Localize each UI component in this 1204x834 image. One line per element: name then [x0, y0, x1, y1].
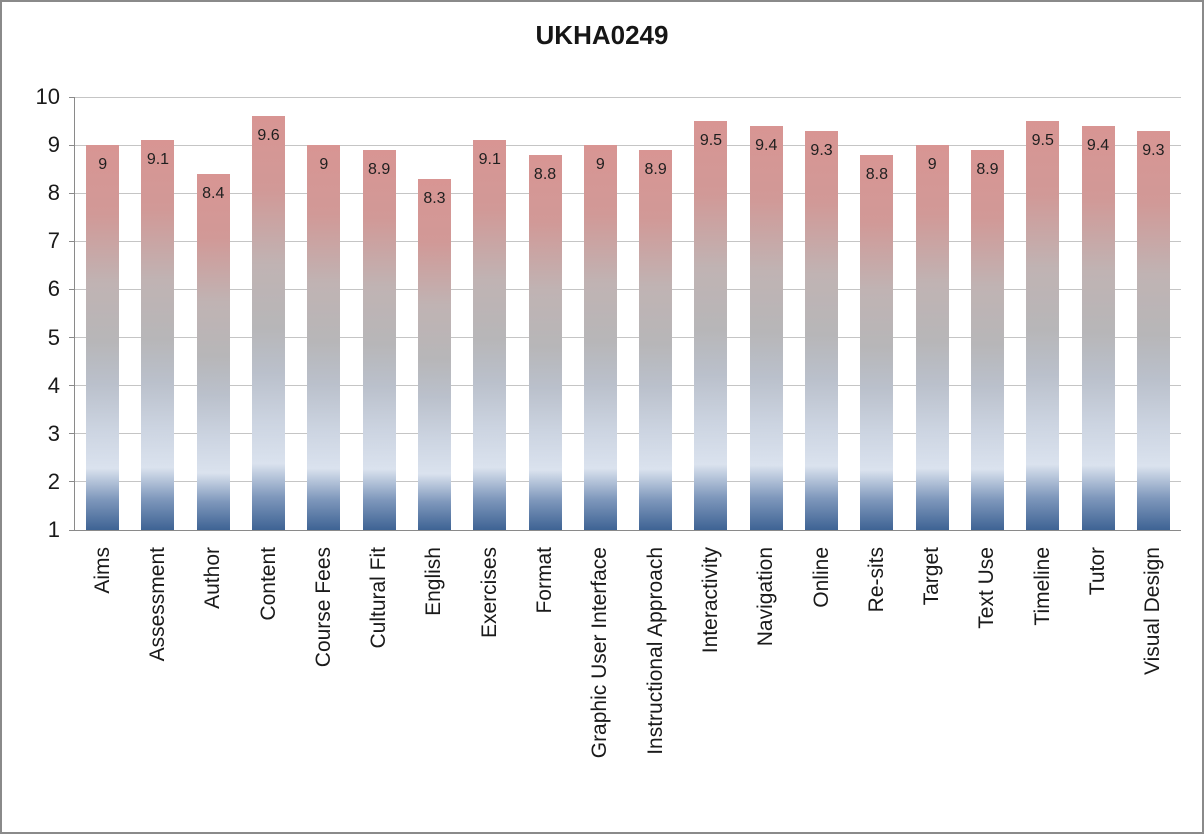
- y-axis-tick-2: [69, 481, 75, 483]
- bar-value-label-content: 9.6: [257, 127, 280, 145]
- category-label-interactivity: Interactivity: [698, 547, 722, 654]
- category-label-content: Content: [256, 547, 280, 621]
- y-axis-label-5: 5: [47, 324, 60, 350]
- y-axis-label-3: 3: [47, 420, 60, 446]
- bar-cultural-fit: [362, 149, 396, 530]
- bar-value-label-instructional-approach: 8.9: [644, 160, 667, 178]
- gridline-8: [75, 192, 1181, 194]
- bar-content: [252, 116, 286, 530]
- category-label-target: Target: [920, 547, 944, 606]
- y-axis-label-8: 8: [47, 180, 60, 206]
- y-axis-label-7: 7: [47, 228, 60, 254]
- bar-value-label-target: 9: [927, 156, 937, 174]
- bar-value-label-tutor: 9.4: [1086, 136, 1110, 154]
- y-axis-tick-7: [69, 240, 75, 242]
- y-axis-tick-1: [69, 529, 75, 531]
- category-label-tutor: Tutor: [1086, 547, 1110, 596]
- bar-exercises: [473, 140, 507, 530]
- y-axis-line: [73, 97, 75, 531]
- bar-re-sits: [860, 154, 894, 530]
- bar-format: [528, 154, 562, 530]
- gridline-3: [75, 433, 1181, 435]
- chart-title: UKHA0249: [535, 20, 669, 50]
- category-label-assessment: Assessment: [145, 547, 169, 662]
- y-axis-label-6: 6: [47, 276, 60, 302]
- y-axis-label-4: 4: [47, 372, 60, 398]
- bar-value-label-interactivity: 9.5: [699, 132, 723, 150]
- category-label-timeline: Timeline: [1030, 547, 1054, 626]
- y-axis-tick-8: [69, 192, 75, 194]
- bar-value-label-navigation: 9.4: [755, 136, 778, 154]
- category-label-instructional-approach: Instructional Approach: [643, 547, 667, 755]
- bar-instructional-approach: [639, 149, 673, 530]
- y-axis-label-2: 2: [47, 468, 60, 494]
- bar-text-use: [970, 149, 1004, 530]
- x-axis-line: [73, 529, 1181, 531]
- gridline-7: [75, 240, 1181, 242]
- bar-value-label-text-use: 8.9: [976, 160, 999, 178]
- category-label-re-sits: Re-sits: [864, 547, 888, 613]
- y-axis-label-1: 1: [47, 517, 60, 542]
- y-axis-label-10: 10: [35, 84, 60, 109]
- bar-assessment: [141, 140, 175, 530]
- bar-value-label-course-fees: 9: [319, 156, 329, 174]
- bar-value-label-visual-design: 9.3: [1142, 141, 1165, 159]
- gridline-6: [75, 288, 1181, 290]
- bar-value-label-graphic-user-interface: 9: [595, 156, 605, 174]
- bar-course-fees: [307, 145, 341, 530]
- bar-author: [196, 173, 230, 530]
- bar-value-label-cultural-fit: 8.9: [368, 160, 391, 178]
- category-label-navigation: Navigation: [754, 547, 778, 647]
- gridline-2: [75, 481, 1181, 483]
- bar-visual-design: [1136, 130, 1170, 530]
- y-axis-tick-10: [69, 96, 75, 98]
- bar-value-label-re-sits: 8.8: [865, 165, 888, 183]
- category-label-english: English: [422, 547, 446, 616]
- category-label-author: Author: [201, 547, 225, 609]
- bar-aims: [86, 145, 120, 530]
- category-label-format: Format: [533, 547, 557, 614]
- gridline-10: [75, 96, 1181, 98]
- gridline-5: [75, 337, 1181, 339]
- category-label-course-fees: Course Fees: [311, 547, 335, 668]
- bar-graphic-user-interface: [583, 145, 617, 530]
- bar-timeline: [1026, 121, 1060, 530]
- bar-value-label-format: 8.8: [533, 165, 557, 183]
- bar-value-label-exercises: 9.1: [478, 151, 501, 169]
- gridline-9: [75, 144, 1181, 146]
- category-label-exercises: Exercises: [477, 547, 501, 639]
- y-axis-tick-4: [69, 385, 75, 387]
- category-label-cultural-fit: Cultural Fit: [367, 547, 391, 649]
- bar-interactivity: [694, 121, 728, 530]
- y-axis-tick-6: [69, 288, 75, 290]
- gridline-4: [75, 385, 1181, 387]
- category-label-visual-design: Visual Design: [1141, 547, 1165, 676]
- bar-english: [417, 178, 451, 530]
- category-label-aims: Aims: [90, 547, 114, 594]
- y-axis-tick-9: [69, 144, 75, 146]
- category-label-online: Online: [809, 547, 833, 608]
- bar-value-label-author: 8.4: [202, 184, 225, 202]
- bar-value-label-aims: 9: [98, 156, 108, 174]
- bar-navigation: [749, 125, 783, 530]
- y-axis-tick-5: [69, 337, 75, 339]
- bar-target: [915, 145, 949, 530]
- bar-value-label-online: 9.3: [810, 141, 833, 159]
- bar-tutor: [1081, 125, 1115, 530]
- bar-value-label-english: 8.3: [423, 189, 446, 207]
- y-axis-label-9: 9: [47, 132, 60, 158]
- bar-online: [805, 130, 839, 530]
- y-axis-tick-3: [69, 433, 75, 435]
- category-label-text-use: Text Use: [975, 547, 999, 629]
- bar-value-label-timeline: 9.5: [1031, 132, 1054, 150]
- category-label-graphic-user-interface: Graphic User Interface: [588, 547, 612, 759]
- bar-value-label-assessment: 9.1: [146, 151, 170, 169]
